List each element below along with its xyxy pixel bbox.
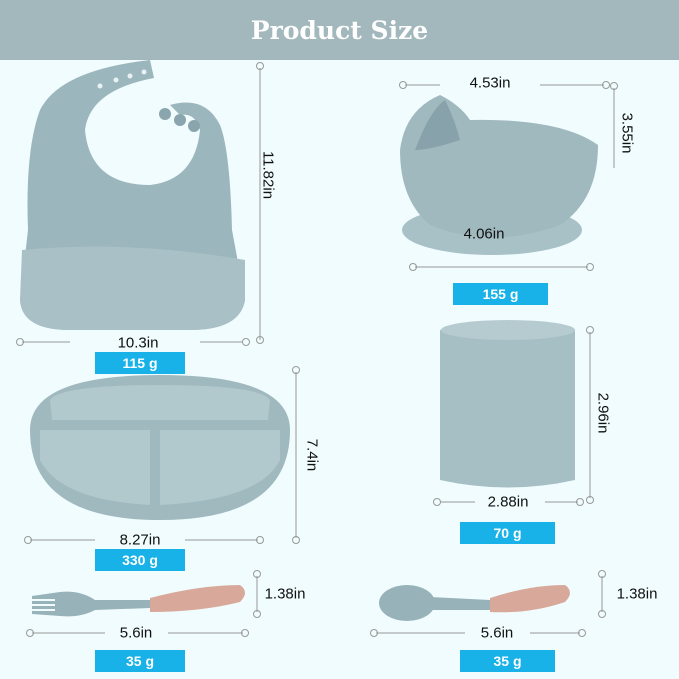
cup-weight-badge: 70 g [460,522,555,544]
bib-height-label: 11.82in [259,150,277,200]
cup-width-label: 2.88in [487,493,529,511]
bib-illustration [20,60,245,330]
plate-height-label: 7.4in [303,438,321,472]
fork-illustration [32,585,245,617]
bowl-weight-badge: 155 g [453,283,548,305]
page-title: Product Size [250,15,429,45]
cup-height-label: 2.96in [594,392,612,434]
header-banner: Product Size [0,0,679,60]
bowl-width-label: 4.53in [469,74,511,92]
fork-length-label: 5.6in [119,624,153,642]
bowl-height-label: 3.55in [618,112,636,154]
bowl-base-label: 4.06in [463,225,505,243]
bib-width-label: 10.3in [117,334,159,352]
bowl-illustration [400,95,598,255]
plate-illustration [30,375,290,520]
fork-weight-badge: 35 g [95,650,185,672]
spoon-length-label: 5.6in [480,624,514,642]
dimension-lines [16,62,618,637]
spoon-height-label: 1.38in [616,585,658,603]
spoon-weight-badge: 35 g [460,650,555,672]
plate-width-label: 8.27in [119,531,161,549]
plate-weight-badge: 330 g [95,549,185,571]
cup-illustration [440,320,575,488]
fork-height-label: 1.38in [264,585,306,603]
spoon-illustration [379,585,570,621]
bib-weight-badge: 115 g [95,352,185,374]
